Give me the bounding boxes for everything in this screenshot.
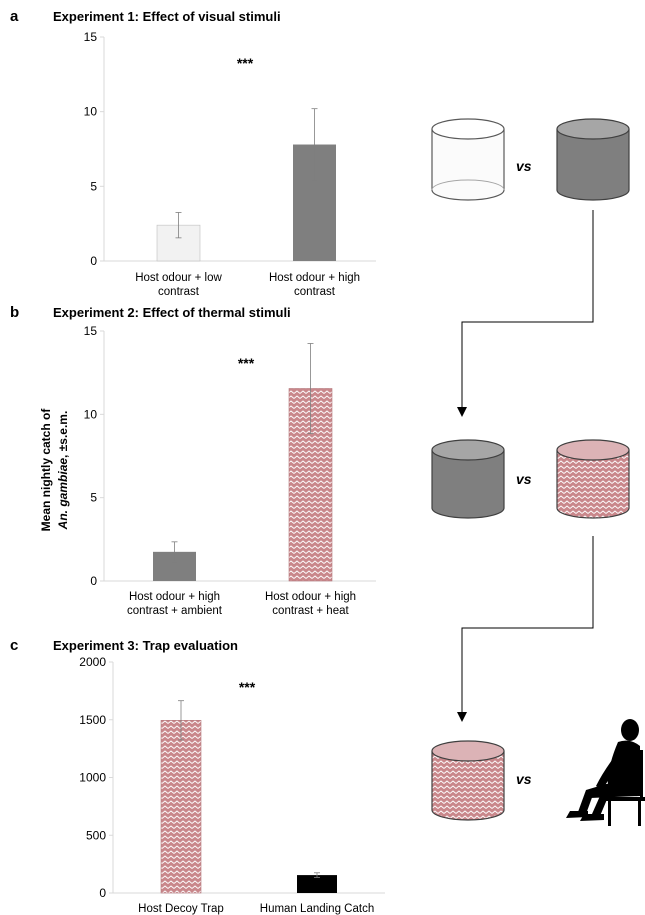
significance-label: *** bbox=[237, 55, 254, 71]
transparent-cylinder-icon bbox=[431, 118, 505, 201]
vs-label-b: vs bbox=[516, 471, 532, 487]
y-tick-label: 0 bbox=[90, 254, 97, 268]
category-label: Human Landing Catch bbox=[260, 903, 374, 915]
category-label: Host odour + high bbox=[129, 591, 220, 603]
panel-b-title: Experiment 2: Effect of thermal stimuli bbox=[53, 305, 291, 320]
panel-a-title: Experiment 1: Effect of visual stimuli bbox=[53, 9, 281, 24]
y-tick-label: 500 bbox=[86, 828, 106, 842]
category-label: Host Decoy Trap bbox=[138, 903, 224, 915]
panel-a-letter: a bbox=[10, 8, 19, 25]
heated-cylinder-icon bbox=[431, 740, 505, 821]
flow-connector-a-b bbox=[461, 210, 594, 408]
y-tick-label: 15 bbox=[84, 324, 98, 338]
heated-cylinder-icon bbox=[556, 439, 630, 519]
category-label: contrast + ambient bbox=[127, 605, 223, 617]
y-tick-label: 1500 bbox=[79, 713, 106, 727]
panel-c-title: Experiment 3: Trap evaluation bbox=[53, 638, 238, 653]
bar bbox=[160, 720, 202, 894]
significance-label: *** bbox=[238, 355, 255, 371]
arrow-down-icon bbox=[457, 712, 467, 722]
y-tick-label: 2000 bbox=[79, 655, 106, 669]
panel-c-letter: c bbox=[10, 637, 18, 654]
grey-cylinder-icon bbox=[431, 439, 505, 519]
y-tick-label: 10 bbox=[84, 105, 98, 119]
category-label: Host odour + high bbox=[269, 272, 360, 284]
y-tick-label: 5 bbox=[90, 179, 97, 193]
vs-label-a: vs bbox=[516, 158, 532, 174]
y-axis-label-line1: Mean nightly catch of bbox=[39, 408, 53, 532]
y-tick-label: 5 bbox=[90, 491, 97, 505]
vs-label-c: vs bbox=[516, 771, 532, 787]
category-label: Host odour + low bbox=[135, 272, 222, 284]
y-axis-label-line2: An. gambiae, ±s.e.m. bbox=[56, 411, 70, 531]
category-label: contrast bbox=[294, 286, 336, 298]
category-label: Host odour + high bbox=[265, 591, 356, 603]
grey-cylinder-icon bbox=[556, 118, 630, 201]
category-label: contrast + heat bbox=[272, 605, 349, 617]
panel-b-letter: b bbox=[10, 304, 19, 321]
chart-experiment-3: 0 500 1000 1500 2000 Host Decoy Trap Human Lan… bbox=[79, 655, 385, 915]
y-tick-label: 15 bbox=[84, 30, 98, 44]
seated-human-silhouette-icon bbox=[566, 719, 645, 826]
chart-experiment-2: 0 5 10 15 Host odour + high contrast + ambien… bbox=[84, 324, 376, 617]
y-axis-label-sem: , ±s.e.m. bbox=[56, 411, 70, 458]
arrow-down-icon bbox=[457, 407, 467, 417]
y-tick-label: 0 bbox=[90, 574, 97, 588]
y-tick-label: 10 bbox=[84, 407, 98, 421]
significance-label: *** bbox=[239, 679, 256, 695]
flow-connector-b-c bbox=[461, 536, 594, 713]
bar bbox=[297, 875, 337, 893]
category-label: contrast bbox=[158, 286, 200, 298]
y-axis-label-species: An. gambiae bbox=[56, 458, 70, 531]
y-tick-label: 1000 bbox=[79, 771, 106, 785]
y-tick-label: 0 bbox=[99, 886, 106, 900]
chart-experiment-1: 0 5 10 15 Host odour + low contrast Host odour… bbox=[84, 30, 376, 298]
